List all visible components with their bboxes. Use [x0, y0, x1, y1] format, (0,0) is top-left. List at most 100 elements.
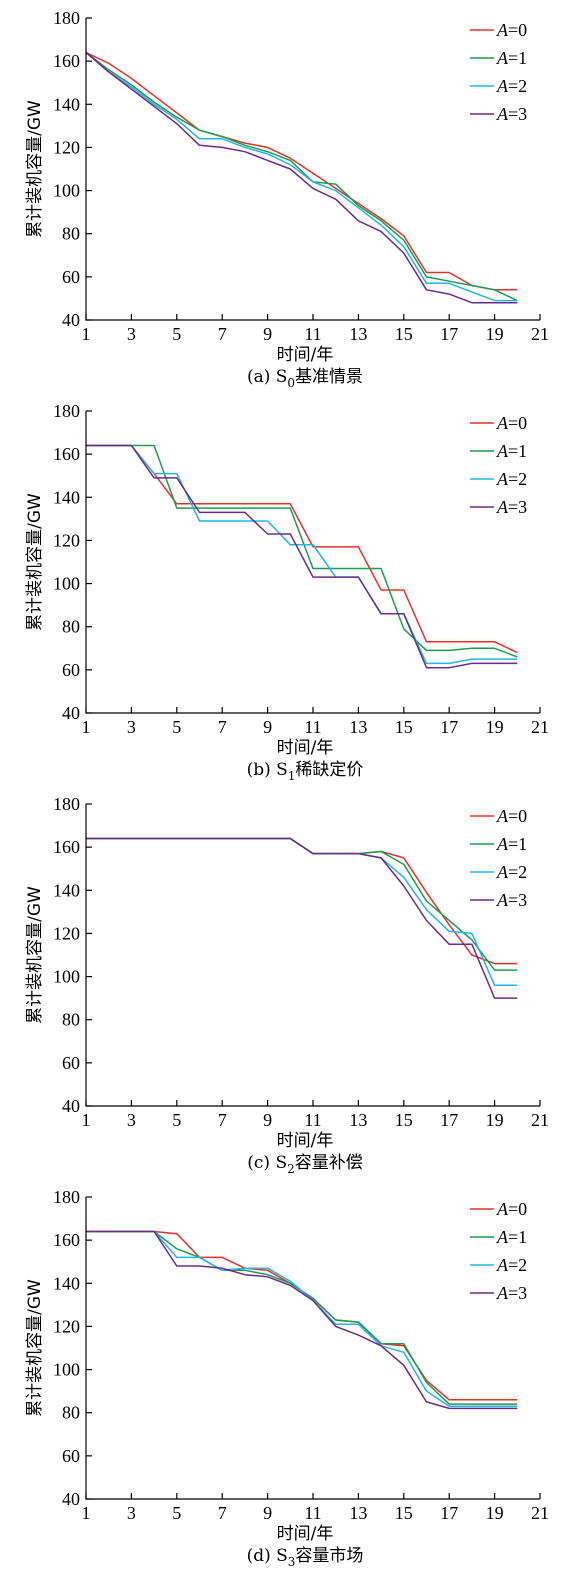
legend: A=0 A=1 A=2 A=3 [470, 20, 527, 124]
x-tick-label: 19 [486, 1503, 504, 1523]
y-tick-label: 180 [53, 794, 80, 814]
series-line [85, 51, 518, 302]
y-tick-label: 100 [53, 181, 80, 201]
series-line [85, 51, 518, 302]
y-tick-label: 120 [53, 923, 80, 943]
legend-entry: A=1 [496, 441, 527, 461]
y-tick-label: 100 [53, 1360, 80, 1380]
y-tick-label: 160 [53, 51, 80, 71]
legend-entry: A=2 [496, 862, 527, 882]
y-tick-label: 60 [62, 1053, 80, 1073]
legend-entry: A=0 [496, 20, 527, 40]
legend-entry: A=3 [496, 890, 527, 910]
y-tick-label: 100 [53, 967, 80, 987]
y-tick-label: 160 [53, 837, 80, 857]
y-tick-label: 160 [53, 444, 80, 464]
axes [85, 1197, 540, 1500]
chart-caption: (a) S0基准情景 [247, 367, 363, 390]
series-line [86, 1230, 518, 1401]
x-tick-label: 7 [218, 324, 227, 344]
axes [85, 18, 540, 321]
x-tick-label: 5 [172, 717, 181, 737]
y-tick-label: 40 [62, 310, 80, 330]
y-tick-label: 60 [62, 1446, 80, 1466]
x-tick-label: 19 [486, 324, 504, 344]
x-axis-label: 时间/年 [277, 345, 334, 365]
x-axis-label: 时间/年 [277, 1524, 334, 1544]
x-tick-label: 17 [440, 324, 458, 344]
y-tick-label: 140 [53, 94, 80, 114]
legend-entry: A=0 [496, 1199, 527, 1219]
series-line [86, 837, 518, 971]
x-tick-label: 5 [172, 1110, 181, 1130]
x-tick-label: 15 [395, 1110, 413, 1130]
x-tick-label: 7 [218, 1110, 227, 1130]
y-axis-label: 累计装机容量/GW [25, 100, 45, 238]
x-tick-label: 5 [172, 1503, 181, 1523]
x-tick-label: 3 [127, 1503, 136, 1523]
series-line [86, 444, 518, 665]
chart-caption: (c) S2容量补偿 [247, 1153, 362, 1176]
legend: A=0 A=1 A=2 A=3 [470, 806, 527, 910]
legend: A=0 A=1 A=2 A=3 [470, 413, 527, 517]
x-tick-label: 21 [531, 717, 549, 737]
x-tick-label: 1 [82, 1110, 91, 1130]
legend-entry: A=2 [496, 1255, 527, 1275]
x-tick-label: 15 [395, 324, 413, 344]
y-tick-label: 80 [62, 1010, 80, 1030]
series-line [86, 1230, 518, 1410]
chart-caption: (b) S1稀缺定价 [247, 760, 364, 783]
x-tick-label: 7 [218, 717, 227, 737]
x-tick-label: 19 [486, 1110, 504, 1130]
x-tick-label: 17 [440, 1503, 458, 1523]
y-tick-label: 180 [53, 8, 80, 28]
y-tick-label: 60 [62, 267, 80, 287]
x-tick-label: 21 [531, 324, 549, 344]
y-tick-label: 160 [53, 1230, 80, 1250]
x-tick-label: 13 [349, 717, 367, 737]
x-tick-label: 11 [304, 1110, 321, 1130]
y-tick-label: 40 [62, 1096, 80, 1116]
series-line [86, 1230, 518, 1407]
x-tick-label: 13 [349, 324, 367, 344]
legend-entry: A=3 [496, 104, 527, 124]
x-tick-label: 13 [349, 1503, 367, 1523]
x-tick-label: 19 [486, 717, 504, 737]
series-line [86, 444, 518, 669]
x-tick-label: 21 [531, 1503, 549, 1523]
y-axis-label: 累计装机容量/GW [25, 1279, 45, 1417]
legend-entry: A=3 [496, 497, 527, 517]
legend-entry: A=1 [496, 834, 527, 854]
x-tick-label: 15 [395, 717, 413, 737]
series-line [86, 444, 518, 654]
y-axis-label: 累计装机容量/GW [25, 886, 45, 1024]
x-tick-label: 9 [263, 324, 272, 344]
x-tick-label: 11 [304, 324, 321, 344]
legend-entry: A=2 [496, 469, 527, 489]
series-line [86, 1230, 518, 1405]
chart-panel: 40 60 80 100 120 140 160 180 1 3 5 7 9 11 13 15 17 19 21 累计… [0, 393, 580, 786]
axes [85, 411, 540, 714]
y-tick-label: 140 [53, 880, 80, 900]
y-tick-label: 140 [53, 487, 80, 507]
legend-entry: A=0 [496, 806, 527, 826]
x-axis-label: 时间/年 [277, 738, 334, 758]
y-axis-label: 累计装机容量/GW [25, 493, 45, 631]
y-tick-label: 80 [62, 224, 80, 244]
y-tick-label: 80 [62, 1403, 80, 1423]
legend-entry: A=1 [496, 1227, 527, 1247]
y-tick-label: 180 [53, 401, 80, 421]
y-tick-label: 120 [53, 530, 80, 550]
series-line [85, 51, 518, 304]
y-tick-label: 180 [53, 1187, 80, 1207]
x-tick-label: 3 [127, 1110, 136, 1130]
y-tick-label: 140 [53, 1273, 80, 1293]
x-tick-label: 15 [395, 1503, 413, 1523]
x-tick-label: 7 [218, 1503, 227, 1523]
x-tick-label: 11 [304, 717, 321, 737]
x-tick-label: 1 [82, 324, 91, 344]
x-tick-label: 9 [263, 1110, 272, 1130]
series-line [86, 837, 518, 999]
